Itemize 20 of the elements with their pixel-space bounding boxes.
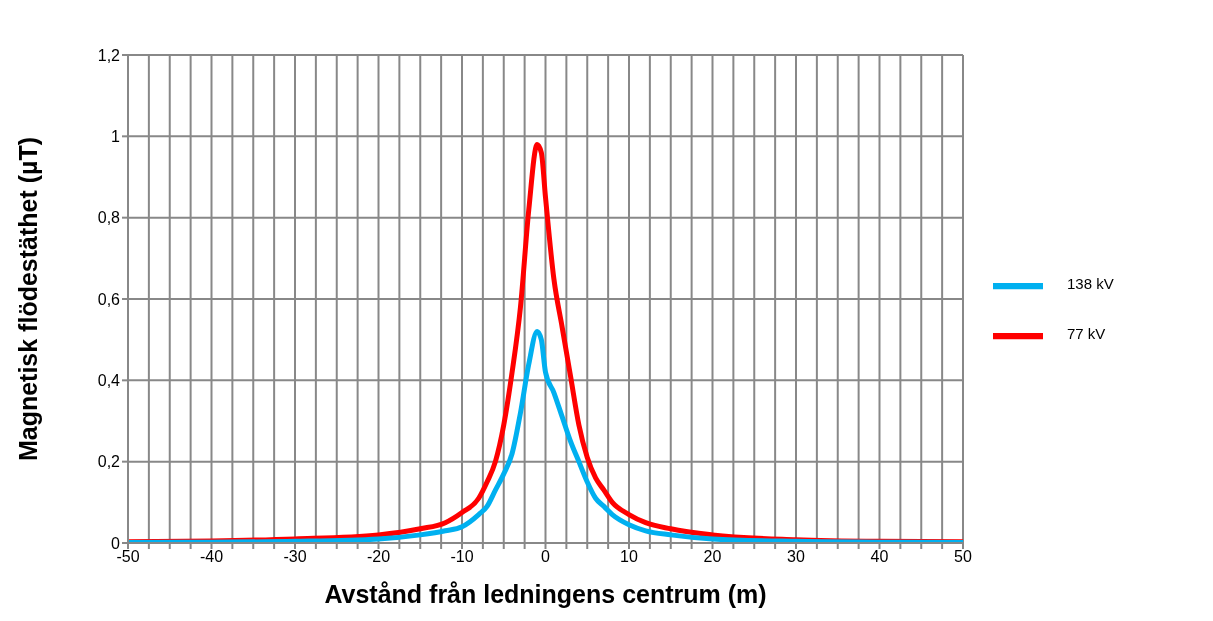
x-tick-label: -30: [283, 548, 307, 566]
y-tick-label: 0,4: [97, 372, 121, 390]
x-tick-label: 40: [870, 548, 889, 566]
x-tick-label: 30: [787, 548, 805, 566]
y-tick-label: 0,8: [97, 209, 121, 227]
y-tick-label: 1: [111, 128, 121, 146]
y-tick-label: 0,2: [97, 453, 121, 471]
legend-label: 138 kV: [1067, 275, 1114, 293]
x-tick-label: 0: [541, 548, 551, 566]
x-tick-label: -10: [450, 548, 474, 566]
y-axis-title: Magnetisk flödestäthet (µT): [13, 136, 42, 462]
legend-label: 77 kV: [1067, 325, 1106, 343]
x-tick-label: 20: [703, 548, 722, 566]
x-tick-label: -40: [199, 548, 224, 566]
y-tick-label: 0,6: [97, 290, 121, 308]
x-tick-label: 50: [954, 548, 972, 566]
x-tick-label: -20: [366, 548, 391, 566]
x-axis-title: Avstånd från ledningens centrum (m): [324, 580, 767, 608]
y-tick-label: 1,2: [97, 46, 121, 64]
x-tick-label: 10: [620, 548, 638, 566]
